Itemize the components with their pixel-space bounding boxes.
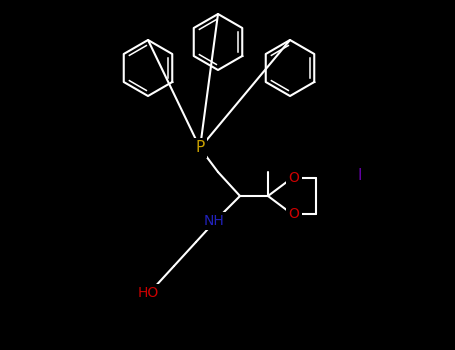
- Text: HO: HO: [137, 286, 159, 300]
- Text: NH: NH: [204, 214, 224, 228]
- Text: O: O: [288, 207, 299, 221]
- Text: O: O: [288, 171, 299, 185]
- Text: P: P: [195, 140, 205, 155]
- Text: I: I: [358, 168, 362, 182]
